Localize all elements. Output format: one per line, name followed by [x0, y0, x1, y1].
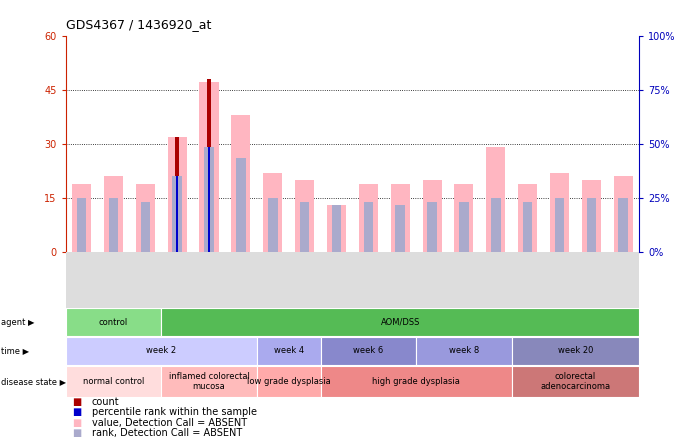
Text: ■: ■: [73, 397, 82, 407]
Bar: [140, 202, 150, 252]
Text: ■: ■: [73, 428, 82, 438]
Text: week 4: week 4: [274, 346, 304, 356]
Bar: [321, 366, 512, 397]
Text: AOM/DSS: AOM/DSS: [381, 317, 420, 327]
Bar: [205, 147, 214, 252]
Bar: [614, 176, 633, 252]
Bar: [587, 198, 596, 252]
Bar: [168, 137, 187, 252]
Bar: [104, 176, 123, 252]
Bar: [321, 337, 416, 365]
Bar: [66, 366, 161, 397]
Bar: [268, 198, 278, 252]
Bar: [135, 183, 155, 252]
Bar: [108, 198, 118, 252]
Text: value, Detection Call = ABSENT: value, Detection Call = ABSENT: [92, 417, 247, 428]
Bar: [523, 202, 533, 252]
Text: high grade dysplasia: high grade dysplasia: [372, 377, 460, 386]
Bar: [77, 198, 86, 252]
Text: inflamed colorectal
mucosa: inflamed colorectal mucosa: [169, 372, 249, 391]
Text: week 20: week 20: [558, 346, 593, 356]
Bar: [332, 205, 341, 252]
Text: time ▶: time ▶: [1, 346, 29, 356]
Bar: [422, 180, 442, 252]
Bar: [459, 202, 468, 252]
Bar: [491, 198, 500, 252]
Bar: [263, 173, 283, 252]
Bar: [512, 337, 639, 365]
Bar: [200, 83, 218, 252]
Text: normal control: normal control: [83, 377, 144, 386]
Bar: [550, 173, 569, 252]
Bar: [66, 308, 161, 336]
Bar: [512, 366, 639, 397]
Bar: [236, 159, 246, 252]
Bar: [257, 337, 321, 365]
Bar: [72, 183, 91, 252]
Text: week 8: week 8: [449, 346, 479, 356]
Bar: [455, 183, 473, 252]
Bar: [327, 205, 346, 252]
Bar: [518, 183, 537, 252]
Bar: [359, 183, 378, 252]
Text: disease state ▶: disease state ▶: [1, 377, 66, 386]
Bar: [390, 183, 410, 252]
Bar: [486, 147, 505, 252]
Bar: [66, 337, 257, 365]
Bar: [427, 202, 437, 252]
Bar: [555, 198, 565, 252]
Bar: [257, 366, 321, 397]
Text: agent ▶: agent ▶: [1, 317, 34, 327]
Text: colorectal
adenocarcinoma: colorectal adenocarcinoma: [540, 372, 611, 391]
Bar: [582, 180, 601, 252]
Text: ■: ■: [73, 407, 82, 417]
Bar: [208, 147, 210, 252]
Text: week 6: week 6: [353, 346, 384, 356]
Text: rank, Detection Call = ABSENT: rank, Detection Call = ABSENT: [92, 428, 242, 438]
Text: GDS4367 / 1436920_at: GDS4367 / 1436920_at: [66, 18, 211, 31]
Text: ■: ■: [73, 417, 82, 428]
Bar: [207, 79, 211, 252]
Bar: [161, 366, 257, 397]
Text: percentile rank within the sample: percentile rank within the sample: [92, 407, 257, 417]
Bar: [172, 176, 182, 252]
Bar: [295, 180, 314, 252]
Bar: [231, 115, 250, 252]
Bar: [363, 202, 373, 252]
Bar: [176, 137, 179, 252]
Bar: [618, 198, 628, 252]
Bar: [395, 205, 405, 252]
Bar: [161, 308, 639, 336]
Bar: [416, 337, 512, 365]
Text: low grade dysplasia: low grade dysplasia: [247, 377, 330, 386]
Text: control: control: [99, 317, 128, 327]
Bar: [176, 176, 178, 252]
Text: count: count: [92, 397, 120, 407]
Bar: [300, 202, 310, 252]
Text: week 2: week 2: [146, 346, 176, 356]
